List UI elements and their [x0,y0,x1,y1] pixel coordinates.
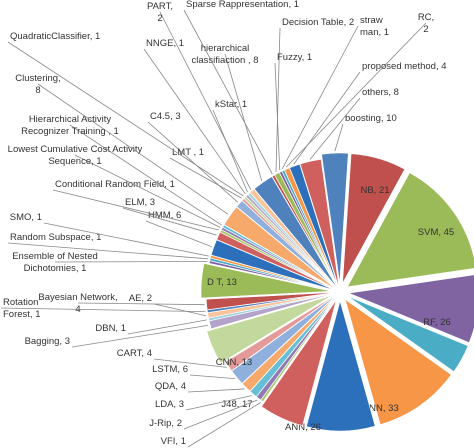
data-label: RF, 26 [423,317,450,328]
data-label: CNN, 13 [216,357,252,368]
data-label: Hierarchical Activity Recognizer Training… [21,114,119,137]
leader-line [293,71,361,165]
data-label: ELM, 3 [125,197,155,208]
data-label: J48, 17 [221,399,252,410]
leader-line [37,83,229,215]
leader-line [185,395,252,411]
data-label: CART, 4 [117,348,152,359]
leader-line [274,62,281,171]
leader-line [143,48,246,195]
data-label: SVM, 45 [418,227,454,238]
data-label: kStar, 1 [215,99,247,110]
leader-line [153,303,207,317]
data-label: QuadraticClassifier, 1 [10,31,100,42]
leader-line [77,302,205,306]
leader-line [43,222,209,257]
pie-slice [321,152,349,284]
pie-slice [231,294,338,384]
data-label: D T, 13 [207,277,237,288]
pie-slice [346,172,474,288]
data-label: Conditional Random Field, 1 [55,179,175,190]
data-label: ANN, 26 [285,422,321,433]
data-label: LMT , 1 [172,147,204,158]
pie-slice [306,299,376,432]
data-label: Decision Table, 2 [282,17,354,28]
leader-line [275,27,281,173]
leader-line [52,189,220,231]
data-label: Fuzzy, 1 [277,52,312,63]
leader-line [169,157,242,199]
leader-line [153,358,227,368]
leader-line [183,9,273,175]
data-label: Lowest Cumulative Cost Activity Sequence,… [8,144,143,167]
leader-line [69,124,222,226]
data-label: C4.5, 3 [150,111,181,122]
pie-slice [299,159,340,289]
leader-line [74,154,221,228]
pie-slice [223,206,337,290]
pie-slice [225,293,337,372]
leader-line [212,109,248,193]
data-label: Ensemble of Nested Dichotomies, 1 [12,251,98,274]
data-label: boosting, 10 [345,113,397,124]
pie-slice [200,263,332,299]
data-label: hierarchical classifiaction , 8 [191,43,258,66]
data-label: RC, 2 [418,12,434,35]
leader-line [224,53,263,181]
leader-line [145,220,212,248]
pie-slice [241,294,338,392]
data-label: k-NN, 33 [361,403,398,414]
leader-line [159,11,252,190]
pie-slice [289,163,339,289]
pie-slice [342,153,406,284]
leader-line [122,207,217,236]
leader-line [127,319,207,335]
data-label: Bayesian Network, 4 [38,292,117,315]
leader-line [189,374,236,380]
pie-slice [261,299,337,427]
data-label: NNGE, 1 [146,38,184,49]
leader-line [187,402,261,448]
data-label: PART, 2 [147,1,173,24]
leader-line [187,388,245,393]
data-label: NB, 21 [360,185,389,196]
pie-slice [347,296,469,373]
leader-line [147,121,239,203]
pie-slice [249,188,338,290]
leader-line [0,307,206,313]
data-label: LDA, 3 [155,399,184,410]
leader-line [183,399,258,430]
leader-line [7,242,209,260]
leader-line [281,25,359,170]
data-label: SMO, 1 [10,212,42,223]
pie-slice [347,274,474,344]
data-label: others, 8 [362,87,399,98]
data-label: Bagging, 3 [25,336,70,347]
data-label: LSTM, 6 [152,364,188,375]
pie-slice [344,298,452,425]
pie-slice [205,292,337,311]
leader-line [71,324,209,348]
data-label: DBN, 1 [95,323,126,334]
data-label: Rotation Forest, 1 [3,297,41,320]
data-label: QDA, 4 [155,381,186,392]
data-label: HMM, 6 [148,210,181,221]
pie-slice [222,224,337,291]
data-label: J-Rip, 2 [149,418,182,429]
data-label: proposed method, 4 [362,61,447,72]
data-label: AE, 2 [129,293,152,304]
pie-slice [253,176,338,289]
data-label: VFI, 1 [161,436,186,447]
data-label: Random Subspace, 1 [10,232,101,243]
data-label: straw man, 1 [360,15,389,38]
pie-slice [210,239,337,291]
leader-line [334,123,344,152]
data-label: Sparse Rappresentation, 1 [186,0,299,10]
data-label: Clustering, 8 [15,73,60,96]
pie-slice [206,295,332,364]
leader-line [309,97,361,160]
leader-line [7,41,244,197]
